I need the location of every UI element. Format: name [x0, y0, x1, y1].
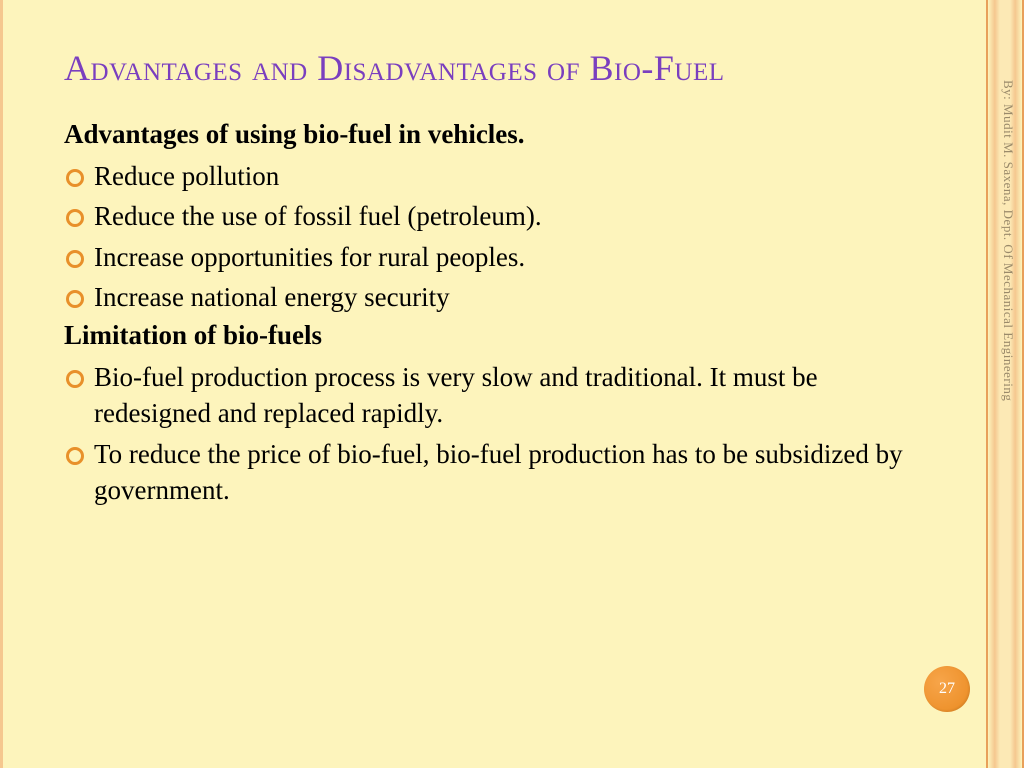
- advantages-heading: Advantages of using bio-fuel in vehicles…: [64, 119, 934, 150]
- limitations-heading: Limitation of bio-fuels: [64, 320, 934, 351]
- list-item: Reduce pollution: [64, 158, 934, 194]
- slide-content: Advantages and Disadvantages of Bio-Fuel…: [64, 46, 934, 513]
- slide-title: Advantages and Disadvantages of Bio-Fuel: [64, 46, 934, 91]
- list-item: Reduce the use of fossil fuel (petroleum…: [64, 198, 934, 234]
- list-item: Increase national energy security: [64, 279, 934, 315]
- page-number: 27: [939, 680, 955, 698]
- advantages-list: Reduce pollution Reduce the use of fossi…: [64, 158, 934, 316]
- list-item: Bio-fuel production process is very slow…: [64, 359, 934, 432]
- limitations-list: Bio-fuel production process is very slow…: [64, 359, 934, 509]
- list-item: Increase opportunities for rural peoples…: [64, 239, 934, 275]
- list-item: To reduce the price of bio-fuel, bio-fue…: [64, 436, 934, 509]
- attribution-text: By: Mudit M. Saxena, Dept. Of Mechanical…: [1000, 80, 1016, 401]
- page-number-badge: 27: [924, 666, 970, 712]
